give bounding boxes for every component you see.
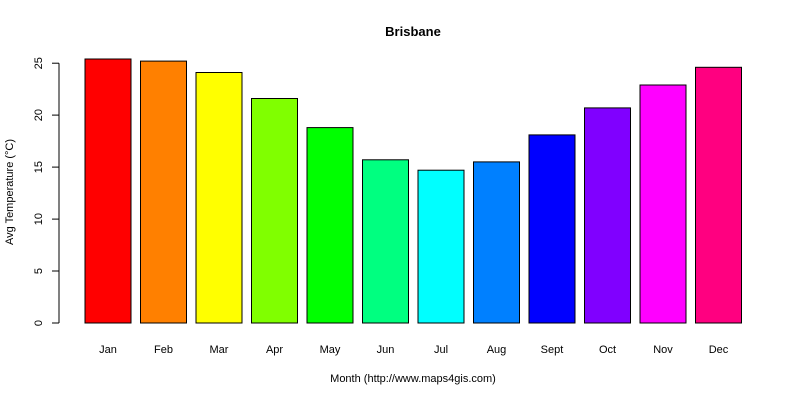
y-tick-label: 10 <box>33 213 45 225</box>
x-tick-label: Aug <box>487 344 507 356</box>
x-tick-label: Jan <box>99 344 117 356</box>
x-tick-labels: Jan Feb Mar Apr May Jun Jul Aug Sept Oct Nov Dec <box>99 344 729 356</box>
chart-title: Brisbane <box>385 24 441 39</box>
x-tick-label: Jun <box>377 344 395 356</box>
x-tick-label: Jul <box>434 344 448 356</box>
bar-aug <box>473 161 520 324</box>
x-tick-label: Mar <box>210 344 229 356</box>
x-tick-label: Sept <box>541 344 564 356</box>
y-axis-label: Avg Temperature (°C) <box>4 139 16 245</box>
x-tick-label: May <box>320 344 341 356</box>
bar-sept <box>528 134 576 324</box>
x-tick-label: Apr <box>266 344 283 356</box>
y-axis: 0 5 10 15 20 25 <box>33 57 60 326</box>
bar-jan <box>84 58 132 324</box>
y-tick-label: 5 <box>33 268 45 274</box>
y-tick-label: 0 <box>33 320 45 326</box>
bar-oct <box>584 107 631 324</box>
y-tick-label: 15 <box>33 161 45 173</box>
bar-jun <box>362 159 409 324</box>
bar-apr <box>251 98 298 324</box>
x-tick-label: Nov <box>653 344 673 356</box>
x-tick-label: Dec <box>709 344 729 356</box>
bar-dec <box>695 66 742 324</box>
y-tick-label: 20 <box>33 109 45 121</box>
bar-jul <box>417 169 465 324</box>
bars-group <box>84 58 742 324</box>
x-tick-label: Feb <box>154 344 173 356</box>
y-tick-label: 25 <box>33 57 45 69</box>
x-tick-label: Oct <box>599 344 616 356</box>
bar-nov <box>639 84 687 324</box>
bar-may <box>306 127 354 324</box>
bar-mar <box>195 72 243 324</box>
x-axis-label: Month (http://www.maps4gis.com) <box>330 373 496 385</box>
bar-feb <box>140 60 187 324</box>
